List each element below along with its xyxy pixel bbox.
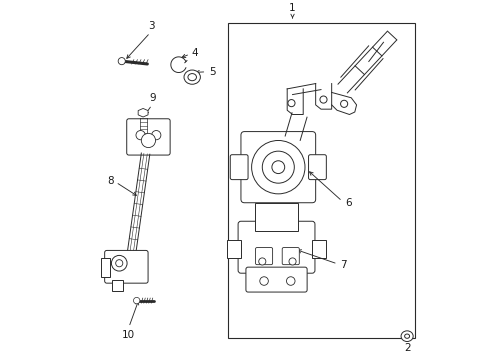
Text: 5: 5 xyxy=(208,67,215,77)
Ellipse shape xyxy=(400,331,412,342)
Text: 10: 10 xyxy=(122,330,135,340)
FancyBboxPatch shape xyxy=(230,155,247,180)
Bar xyxy=(228,23,414,338)
Circle shape xyxy=(133,297,140,304)
FancyBboxPatch shape xyxy=(255,248,272,265)
Bar xyxy=(101,258,110,277)
Bar xyxy=(112,280,122,291)
Circle shape xyxy=(288,258,296,265)
Circle shape xyxy=(319,96,326,103)
FancyBboxPatch shape xyxy=(282,248,299,265)
Ellipse shape xyxy=(183,70,200,84)
Circle shape xyxy=(118,58,125,65)
FancyBboxPatch shape xyxy=(126,119,170,155)
FancyBboxPatch shape xyxy=(308,155,325,180)
Circle shape xyxy=(151,131,161,140)
Text: 8: 8 xyxy=(107,176,113,186)
Circle shape xyxy=(251,140,305,194)
Bar xyxy=(226,240,241,258)
Ellipse shape xyxy=(187,73,196,81)
Circle shape xyxy=(259,277,268,285)
Circle shape xyxy=(116,260,122,267)
Circle shape xyxy=(262,151,294,183)
Text: 2: 2 xyxy=(403,343,409,352)
Circle shape xyxy=(286,277,294,285)
Text: 3: 3 xyxy=(148,21,154,31)
Bar xyxy=(255,203,297,231)
FancyBboxPatch shape xyxy=(104,251,148,283)
Bar xyxy=(311,240,325,258)
Ellipse shape xyxy=(404,334,409,338)
Circle shape xyxy=(271,161,284,174)
Polygon shape xyxy=(138,108,148,117)
Text: 6: 6 xyxy=(344,198,351,208)
Circle shape xyxy=(111,255,127,271)
FancyBboxPatch shape xyxy=(241,132,315,203)
Text: 1: 1 xyxy=(288,3,295,13)
Circle shape xyxy=(340,100,347,107)
Circle shape xyxy=(136,131,145,140)
Circle shape xyxy=(141,133,155,148)
FancyBboxPatch shape xyxy=(238,221,314,273)
Circle shape xyxy=(258,258,265,265)
Circle shape xyxy=(287,100,294,107)
Text: 7: 7 xyxy=(340,260,346,270)
FancyBboxPatch shape xyxy=(245,267,306,292)
Text: 4: 4 xyxy=(191,48,198,58)
Text: 9: 9 xyxy=(149,93,156,103)
